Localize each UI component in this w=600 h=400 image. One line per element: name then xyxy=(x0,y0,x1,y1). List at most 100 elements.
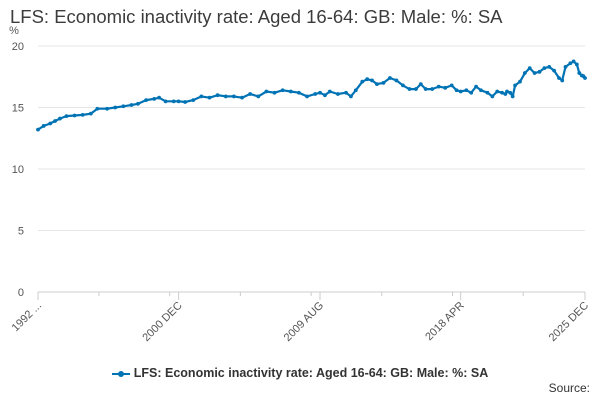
data-point[interactable] xyxy=(365,77,370,82)
data-point[interactable] xyxy=(469,90,474,95)
data-point[interactable] xyxy=(527,66,532,71)
data-point[interactable] xyxy=(318,90,322,95)
data-point[interactable] xyxy=(223,94,228,99)
data-point[interactable] xyxy=(547,65,552,69)
data-point[interactable] xyxy=(256,94,261,99)
data-point[interactable] xyxy=(423,87,428,91)
data-point[interactable] xyxy=(64,114,69,119)
data-point[interactable] xyxy=(121,104,126,109)
data-point[interactable] xyxy=(305,94,309,99)
data-point[interactable] xyxy=(485,90,490,95)
data-point[interactable] xyxy=(574,62,579,67)
data-point[interactable] xyxy=(264,89,269,94)
legend[interactable]: LFS: Economic inactivity rate: Aged 16-6… xyxy=(0,366,600,380)
data-point[interactable] xyxy=(176,99,181,104)
data-point[interactable] xyxy=(490,94,495,99)
data-point[interactable] xyxy=(401,83,405,88)
data-point[interactable] xyxy=(508,90,513,95)
data-point[interactable] xyxy=(563,65,568,69)
data-point[interactable] xyxy=(458,89,463,94)
data-point[interactable] xyxy=(344,90,348,95)
data-point[interactable] xyxy=(297,90,301,95)
data-point[interactable] xyxy=(449,83,454,88)
data-point[interactable] xyxy=(522,71,527,75)
data-point[interactable] xyxy=(510,94,515,99)
data-point[interactable] xyxy=(568,61,573,66)
data-point[interactable] xyxy=(215,93,220,98)
data-point[interactable] xyxy=(36,127,40,132)
data-point[interactable] xyxy=(557,76,561,80)
data-point[interactable] xyxy=(231,94,236,99)
data-point[interactable] xyxy=(171,99,176,104)
data-point[interactable] xyxy=(495,89,500,94)
data-point[interactable] xyxy=(280,88,285,93)
data-point[interactable] xyxy=(464,88,469,93)
data-point[interactable] xyxy=(370,78,374,83)
data-point[interactable] xyxy=(327,89,332,94)
data-point[interactable] xyxy=(129,103,134,107)
data-point[interactable] xyxy=(407,87,412,91)
x-tick-label: 2000 DEC xyxy=(140,300,184,344)
data-point[interactable] xyxy=(207,95,212,100)
data-point[interactable] xyxy=(436,84,441,89)
data-point[interactable] xyxy=(577,71,582,75)
data-point[interactable] xyxy=(583,76,587,80)
data-point[interactable] xyxy=(479,88,483,93)
x-tick-label: 2009 AUG xyxy=(282,300,326,344)
data-point[interactable] xyxy=(183,100,188,104)
data-point[interactable] xyxy=(532,71,537,75)
data-point[interactable] xyxy=(240,95,244,100)
axes xyxy=(37,292,586,300)
data-point[interactable] xyxy=(113,105,118,110)
data-point[interactable] xyxy=(41,124,46,128)
data-point[interactable] xyxy=(560,78,565,83)
data-point[interactable] xyxy=(353,88,358,93)
data-point[interactable] xyxy=(552,68,557,73)
data-point[interactable] xyxy=(53,119,57,123)
data-point[interactable] xyxy=(381,81,386,85)
data-point[interactable] xyxy=(474,84,478,89)
data-point[interactable] xyxy=(537,69,542,74)
data-point[interactable] xyxy=(272,90,277,95)
data-point[interactable] xyxy=(144,98,148,103)
data-point[interactable] xyxy=(505,89,509,94)
data-point[interactable] xyxy=(418,82,423,87)
data-point[interactable] xyxy=(518,79,522,84)
data-point[interactable] xyxy=(58,116,62,121)
data-point[interactable] xyxy=(323,93,327,98)
data-point[interactable] xyxy=(394,78,399,83)
data-point[interactable] xyxy=(375,82,379,87)
data-point[interactable] xyxy=(248,92,253,96)
data-point[interactable] xyxy=(313,92,318,96)
data-point[interactable] xyxy=(360,79,365,84)
data-point[interactable] xyxy=(430,87,435,91)
data-point[interactable] xyxy=(152,96,157,101)
data-point[interactable] xyxy=(388,76,392,80)
data-point[interactable] xyxy=(88,111,93,116)
y-tick-label: 15 xyxy=(12,103,24,115)
data-point[interactable] xyxy=(349,94,353,99)
data-point[interactable] xyxy=(95,106,100,111)
data-point[interactable] xyxy=(500,90,504,95)
data-point[interactable] xyxy=(105,106,109,111)
data-point[interactable] xyxy=(191,98,196,103)
gridlines xyxy=(38,45,585,293)
tick-labels: 0 5 10 15 20% 1992 ... 2000 DEC 2009 AUG 2018 AP… xyxy=(9,25,591,344)
data-point[interactable] xyxy=(48,121,53,126)
data-point[interactable] xyxy=(72,113,77,118)
data-point[interactable] xyxy=(414,87,418,91)
data-point[interactable] xyxy=(571,59,576,64)
data-point[interactable] xyxy=(336,92,340,96)
data-point[interactable] xyxy=(199,94,204,99)
data-point[interactable] xyxy=(454,88,459,93)
chart-title: LFS: Economic inactivity rate: Aged 16-6… xyxy=(10,6,503,27)
data-point[interactable] xyxy=(163,99,168,104)
data-point[interactable] xyxy=(136,101,140,106)
data-point[interactable] xyxy=(80,112,85,117)
data-point[interactable] xyxy=(443,85,448,90)
data-point[interactable] xyxy=(513,83,518,88)
data-point[interactable] xyxy=(542,66,547,71)
data-point[interactable] xyxy=(157,95,162,100)
data-point[interactable] xyxy=(288,89,293,94)
